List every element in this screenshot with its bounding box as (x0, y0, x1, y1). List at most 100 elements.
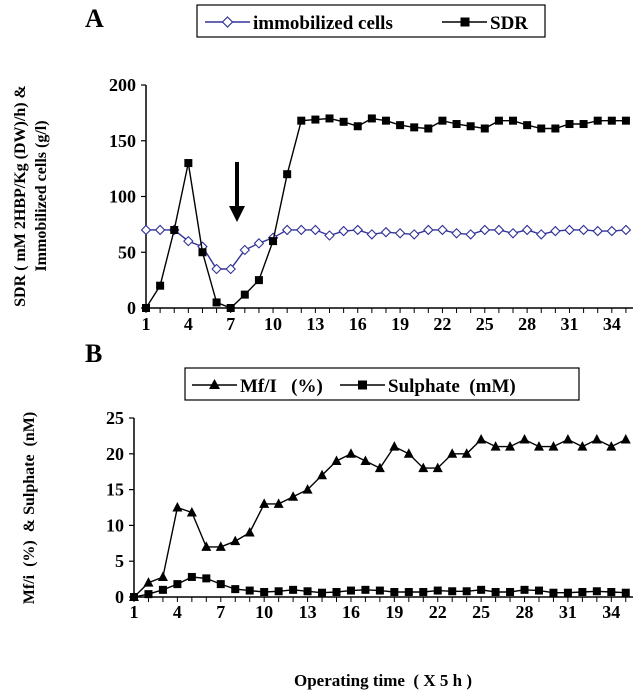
legend-a-series-1: immobilized cells (253, 13, 393, 34)
data-point (519, 433, 530, 444)
data-point (551, 124, 560, 133)
x-tick-label: 16 (342, 602, 360, 622)
data-point (211, 263, 222, 275)
data-point (606, 441, 617, 451)
data-point (419, 587, 428, 596)
data-point (621, 588, 630, 597)
x-tick-label: 1 (130, 602, 139, 622)
data-point (170, 225, 179, 234)
data-point (520, 585, 529, 594)
series-1 (140, 224, 632, 275)
data-point (621, 116, 630, 125)
data-point (183, 235, 194, 247)
data-point (184, 159, 193, 168)
data-point (142, 304, 150, 312)
data-point (156, 281, 165, 290)
data-point (239, 244, 251, 256)
data-point (201, 541, 212, 551)
data-point (324, 230, 335, 241)
panel-b-label: B (85, 339, 102, 368)
y-tick-label: 10 (106, 515, 124, 535)
data-point (331, 455, 342, 465)
data-point (353, 122, 362, 131)
legend-b-series-1: Mf/I (%) (240, 376, 323, 397)
panel-a-ylabel-line-2: Immobilized cells (g/l) (33, 120, 50, 271)
data-point (254, 276, 263, 285)
series-2 (130, 572, 630, 601)
data-point (389, 441, 400, 451)
data-point (273, 498, 284, 508)
x-tick-label: 19 (385, 602, 403, 622)
data-point (549, 588, 558, 597)
data-point (579, 120, 588, 129)
data-point (451, 228, 462, 239)
x-tick-label: 10 (255, 602, 273, 622)
data-point (465, 229, 476, 240)
data-point (318, 588, 327, 597)
x-tick-label: 13 (306, 314, 324, 334)
annotation-arrow-icon (229, 162, 245, 222)
data-point (408, 229, 420, 240)
panel-b-legend: Mf/I (%) Sulphate (mM) (184, 367, 580, 401)
data-point (607, 587, 616, 596)
series-line (145, 117, 626, 309)
data-point (231, 585, 240, 594)
data-point (533, 441, 544, 451)
x-tick-label: 22 (429, 602, 447, 622)
x-tick-label: 7 (216, 602, 225, 622)
data-point (173, 580, 182, 589)
data-point (424, 124, 433, 133)
data-point (259, 498, 270, 508)
data-point (130, 593, 138, 601)
data-point (592, 225, 603, 237)
data-point (509, 116, 518, 125)
data-point (216, 580, 225, 589)
data-point (332, 587, 341, 596)
series-2 (142, 114, 630, 312)
panel-a-plot: 0 50 100 150 200 1 4 7 10 13 16 19 22 25 28 31 34 (109, 75, 633, 334)
data-point (578, 587, 587, 596)
x-tick-label: 4 (184, 314, 193, 334)
data-point (521, 224, 533, 236)
data-point (212, 298, 221, 307)
data-point (433, 586, 442, 595)
data-point (202, 574, 211, 583)
data-point (361, 585, 370, 594)
data-point (281, 224, 293, 236)
data-point (403, 448, 414, 458)
legend-a-series-2: SDR (490, 13, 528, 34)
y-tick-label: 150 (109, 131, 136, 151)
triangle-marker-icon (209, 379, 220, 389)
x-tick-label: 31 (559, 602, 577, 622)
data-point (346, 586, 355, 595)
x-tick-label: 22 (433, 314, 451, 334)
data-point (260, 587, 269, 596)
data-point (338, 225, 349, 237)
data-point (172, 502, 183, 512)
data-point (311, 115, 320, 124)
data-point (565, 120, 574, 129)
data-point (339, 117, 348, 126)
diamond-marker-icon (221, 16, 234, 28)
panel-b-ylabel: Mf/i (%) & Sulphate (nM) (21, 412, 38, 604)
x-tick-label: 31 (560, 314, 578, 334)
data-point (317, 469, 328, 480)
data-point (410, 123, 419, 132)
data-point (490, 441, 501, 451)
data-point (381, 116, 390, 125)
x-tick-label: 4 (173, 602, 182, 622)
data-point (550, 225, 561, 237)
data-point (563, 588, 572, 597)
data-point (225, 263, 236, 275)
data-point (144, 590, 153, 599)
data-point (447, 448, 458, 458)
square-marker-icon (460, 17, 470, 27)
data-point (244, 527, 255, 537)
data-point (480, 124, 489, 133)
y-tick-label: 25 (106, 408, 124, 428)
data-point (607, 116, 616, 125)
data-point (593, 116, 602, 125)
data-point (274, 587, 283, 596)
data-point (437, 224, 448, 236)
